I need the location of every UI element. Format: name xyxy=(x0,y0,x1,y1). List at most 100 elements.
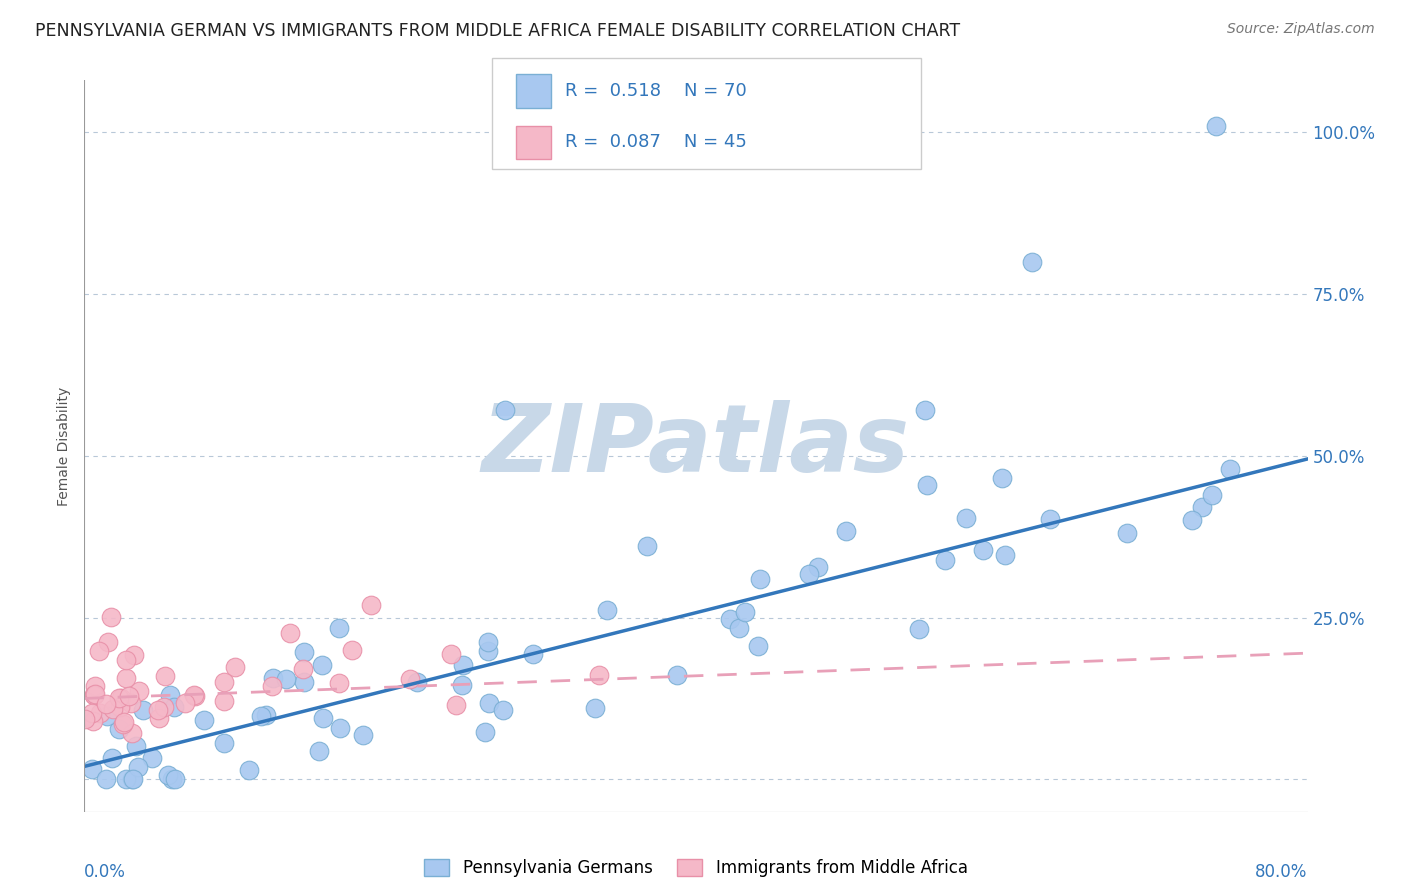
Point xyxy=(89,644,111,658)
Point xyxy=(122,772,145,787)
Point xyxy=(522,648,544,662)
Point xyxy=(308,744,330,758)
Point xyxy=(797,567,820,582)
Point xyxy=(83,689,105,703)
Point xyxy=(1181,513,1204,527)
Point xyxy=(1205,119,1227,133)
Point xyxy=(121,772,143,787)
Point xyxy=(94,772,117,787)
Text: R =  0.518    N = 70: R = 0.518 N = 70 xyxy=(565,82,747,100)
Point xyxy=(83,688,105,702)
Point xyxy=(84,679,107,693)
Point xyxy=(747,639,769,653)
Point xyxy=(328,621,350,635)
Point xyxy=(917,477,939,491)
Point xyxy=(115,653,138,667)
Point xyxy=(110,691,132,706)
Point xyxy=(141,751,163,765)
Point xyxy=(291,662,314,676)
Point xyxy=(727,621,749,635)
Point xyxy=(100,610,122,624)
Point xyxy=(112,715,135,730)
Point xyxy=(1115,526,1137,541)
Point xyxy=(238,764,260,778)
Point xyxy=(115,671,138,685)
Point xyxy=(907,622,929,636)
Point xyxy=(89,706,111,720)
Point xyxy=(329,722,352,736)
Point xyxy=(1219,461,1241,475)
Point xyxy=(111,717,134,731)
Point xyxy=(153,669,176,683)
Legend: Pennsylvania Germans, Immigrants from Middle Africa: Pennsylvania Germans, Immigrants from Mi… xyxy=(418,853,974,884)
Point xyxy=(278,626,301,640)
Point xyxy=(807,559,830,574)
Point xyxy=(127,760,149,774)
Point xyxy=(328,676,350,690)
Point xyxy=(183,688,205,702)
Text: PENNSYLVANIA GERMAN VS IMMIGRANTS FROM MIDDLE AFRICA FEMALE DISABILITY CORRELATI: PENNSYLVANIA GERMAN VS IMMIGRANTS FROM M… xyxy=(35,22,960,40)
Point xyxy=(583,701,606,715)
Point xyxy=(224,659,246,673)
Point xyxy=(360,598,382,612)
Point xyxy=(914,403,936,417)
Point xyxy=(352,728,374,742)
Point xyxy=(477,644,499,658)
Point xyxy=(108,722,131,736)
Point xyxy=(492,703,515,717)
Point xyxy=(596,603,619,617)
Point xyxy=(128,684,150,698)
Point xyxy=(120,696,142,710)
Point xyxy=(153,699,176,714)
Point xyxy=(636,539,658,553)
Point xyxy=(82,714,104,728)
Point xyxy=(450,678,472,692)
Point xyxy=(117,689,139,703)
Point xyxy=(84,687,107,701)
Point xyxy=(1201,487,1223,501)
Point xyxy=(405,674,427,689)
Point xyxy=(184,690,207,704)
Text: 80.0%: 80.0% xyxy=(1256,863,1308,881)
Point xyxy=(163,772,186,787)
Point xyxy=(588,668,610,682)
Point xyxy=(749,572,772,586)
Text: R =  0.087    N = 45: R = 0.087 N = 45 xyxy=(565,134,747,152)
Point xyxy=(665,667,688,681)
Point xyxy=(994,548,1017,562)
Point xyxy=(80,706,103,721)
Point xyxy=(121,726,143,740)
Y-axis label: Female Disability: Female Disability xyxy=(58,386,72,506)
Point xyxy=(193,713,215,727)
Point xyxy=(115,772,138,787)
Point xyxy=(934,553,956,567)
Point xyxy=(311,657,333,672)
Point xyxy=(96,697,118,711)
Point xyxy=(1021,254,1043,268)
Point xyxy=(108,700,131,714)
Point xyxy=(444,698,467,712)
Point xyxy=(214,674,236,689)
Point xyxy=(132,703,155,717)
Point xyxy=(101,702,124,716)
Point xyxy=(440,647,463,661)
Point xyxy=(249,708,271,723)
Point xyxy=(972,543,994,558)
Point xyxy=(262,671,284,685)
Point xyxy=(146,703,169,717)
Point xyxy=(292,645,315,659)
Point xyxy=(162,772,184,787)
Point xyxy=(122,648,145,662)
Point xyxy=(125,739,148,754)
Point xyxy=(97,635,120,649)
Point xyxy=(342,643,364,657)
Point xyxy=(1191,500,1213,515)
Point xyxy=(292,675,315,690)
Point xyxy=(101,751,124,765)
Point xyxy=(212,694,235,708)
Text: 0.0%: 0.0% xyxy=(84,863,127,881)
Point xyxy=(474,725,496,739)
Point xyxy=(174,696,197,710)
Point xyxy=(399,672,422,686)
Point xyxy=(955,511,977,525)
